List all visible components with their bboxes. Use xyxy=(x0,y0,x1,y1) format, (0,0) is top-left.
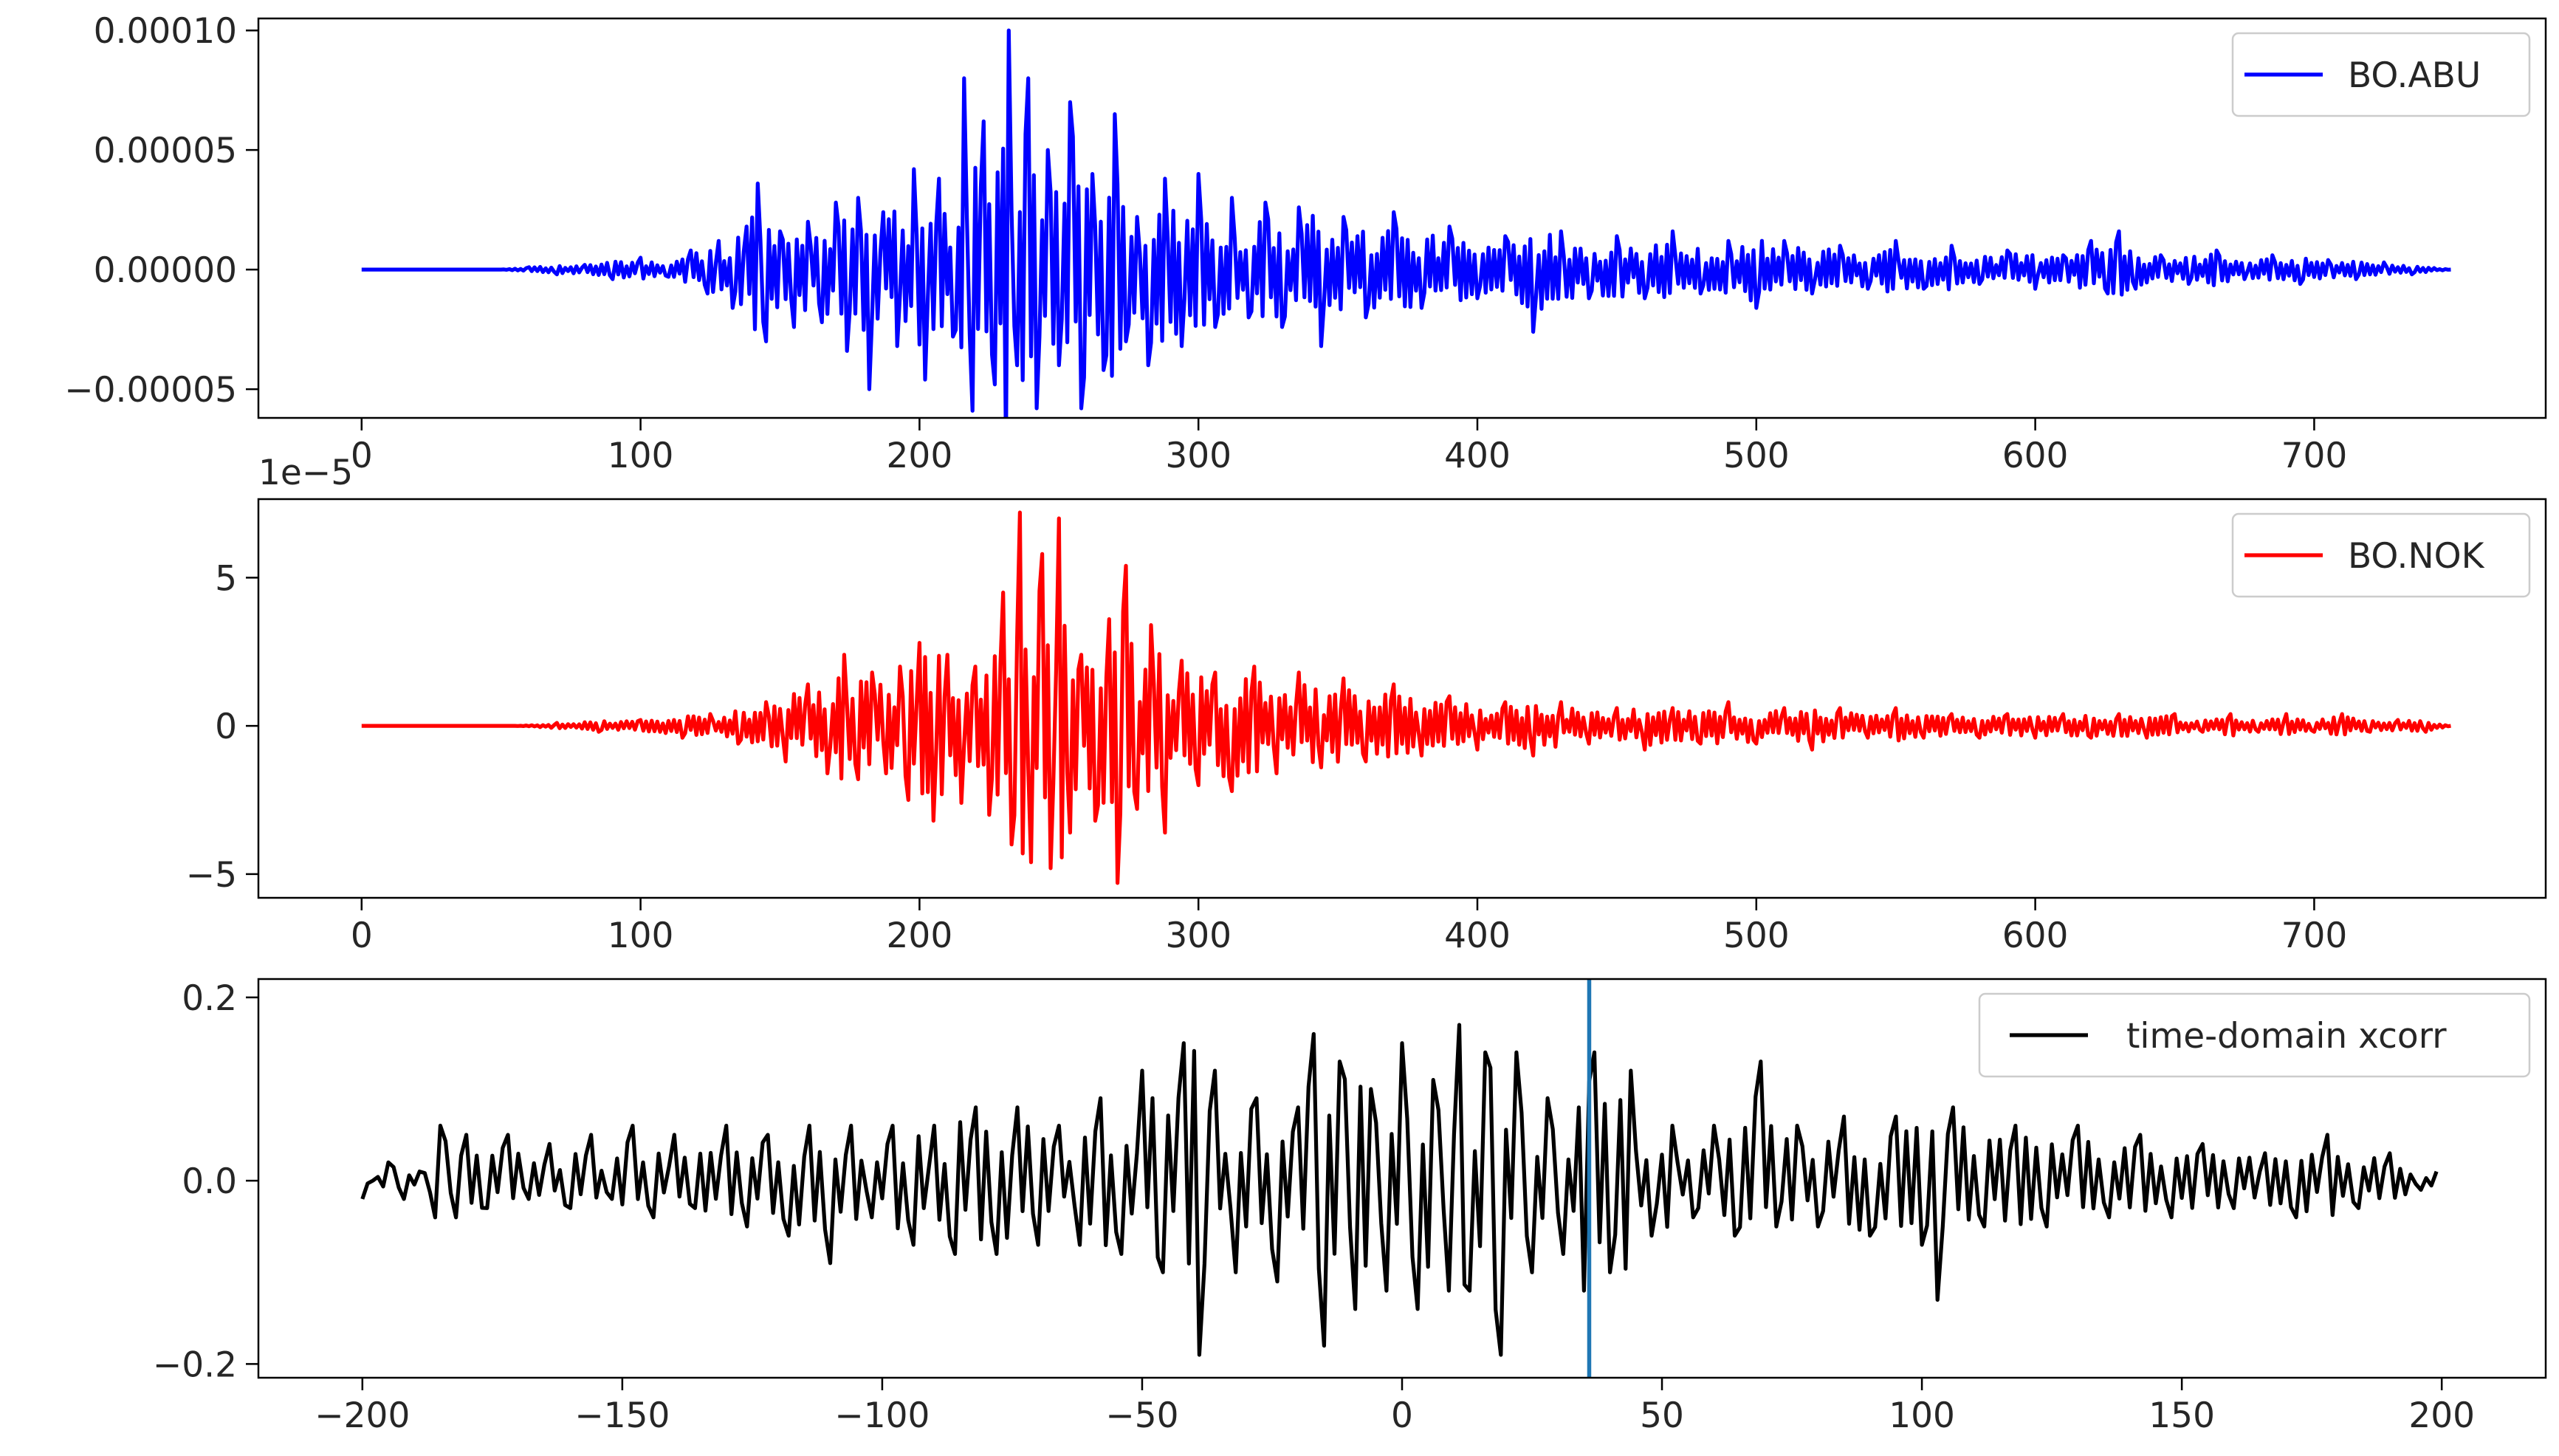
panel-1: 0 100 200 300 400 500 600 700 0.00010 0.00005 0.00… xyxy=(64,11,2547,476)
y-tick-label: 0 xyxy=(215,707,237,747)
y-tick-label: −5 xyxy=(186,855,237,896)
plot-frame xyxy=(257,17,2547,419)
y-tick-label: −0.2 xyxy=(153,1345,237,1385)
y-tick-label: 0.00010 xyxy=(94,11,237,52)
x-tick-label: 0 xyxy=(1391,1395,1413,1436)
y-tick-label: 0.00005 xyxy=(94,131,237,171)
y-tick-label: 0.2 xyxy=(182,978,237,1019)
series-line-2 xyxy=(361,510,2451,885)
x-tick-label: 500 xyxy=(1723,436,1790,476)
series-line-1 xyxy=(361,28,2451,418)
legend-label: BO.NOK xyxy=(2348,536,2485,577)
x-tick-label: 100 xyxy=(1889,1395,1955,1436)
x-tick-label: 150 xyxy=(2148,1395,2215,1436)
y-tick-label: 0.00000 xyxy=(94,250,237,291)
legend-box xyxy=(1978,992,2531,1078)
y-tick-label: 5 xyxy=(215,558,237,599)
x-tick-label: −50 xyxy=(1105,1395,1178,1436)
x-tick-label: 0 xyxy=(351,436,373,476)
panel-2: 0 100 200 300 400 500 600 700 5 0 −5 1e−5 BO.NOK xyxy=(186,453,2547,956)
y-offset-label: 1e−5 xyxy=(258,453,353,493)
x-tick-label: 500 xyxy=(1723,916,1790,956)
x-tick-label: 200 xyxy=(887,436,953,476)
legend: time-domain xcorr xyxy=(1978,992,2531,1078)
x-tick-label: 50 xyxy=(1640,1395,1684,1436)
y-tick-label: 0.0 xyxy=(182,1161,237,1202)
x-tick-label: 300 xyxy=(1165,436,1232,476)
legend-box xyxy=(2231,512,2531,598)
x-tick-label: −200 xyxy=(315,1395,410,1436)
series-line-3 xyxy=(360,1023,2439,1357)
x-tick-label: 0 xyxy=(351,916,373,956)
x-tick-label: 700 xyxy=(2281,916,2348,956)
plot-frame xyxy=(257,498,2547,899)
legend-label: time-domain xcorr xyxy=(2126,1016,2447,1057)
x-tick-label: 300 xyxy=(1165,916,1232,956)
x-tick-label: 100 xyxy=(608,916,674,956)
panel-3: −200 −150 −100 −50 0 50 100 150 200 0.2 0.0 −0.2 tim… xyxy=(153,978,2547,1436)
legend-box xyxy=(2231,32,2531,117)
x-tick-label: 100 xyxy=(608,436,674,476)
y-tick-label: −0.00005 xyxy=(64,370,237,411)
x-tick-label: 200 xyxy=(887,916,953,956)
x-tick-label: 700 xyxy=(2281,436,2348,476)
x-tick-label: −150 xyxy=(574,1395,670,1436)
legend: BO.NOK xyxy=(2231,512,2531,598)
x-tick-label: 600 xyxy=(2002,916,2069,956)
x-tick-label: −100 xyxy=(834,1395,930,1436)
legend-label: BO.ABU xyxy=(2348,55,2481,96)
x-tick-label: 400 xyxy=(1444,916,1511,956)
x-tick-label: 400 xyxy=(1444,436,1511,476)
x-tick-label: 200 xyxy=(2408,1395,2475,1436)
x-tick-label: 600 xyxy=(2002,436,2069,476)
legend: BO.ABU xyxy=(2231,32,2531,117)
